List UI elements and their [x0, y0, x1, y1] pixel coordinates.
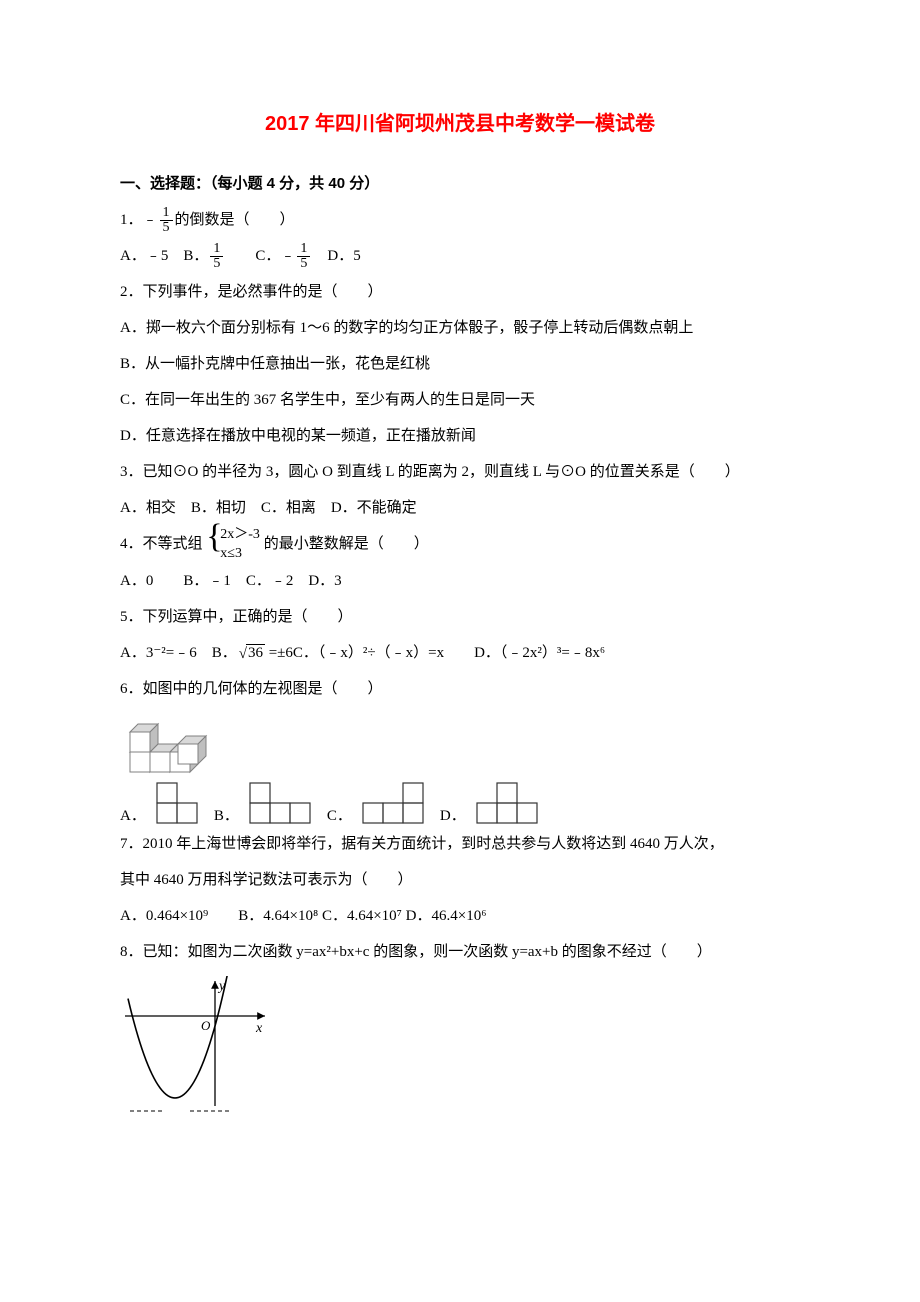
- q1-optC-pre: C．﹣: [225, 248, 295, 264]
- q6-figure-solid: [120, 707, 240, 782]
- q1-fraction: 15: [160, 206, 173, 235]
- question-2-B: B．从一幅扑克牌中任意抽出一张，花色是红桃: [120, 346, 800, 382]
- q5-optA: A．3⁻²=﹣6 B．: [120, 645, 237, 661]
- q6-option-D-shape: [476, 782, 544, 826]
- q6-label-C: C．: [327, 809, 352, 826]
- q1-optC-frac: 15: [297, 242, 310, 271]
- question-7-line2: 其中 4640 万用科学记数法可表示为（ ）: [120, 862, 800, 898]
- question-6-options: A． B． C．: [120, 782, 800, 826]
- question-5-options: A．3⁻²=﹣6 B．36 =±6C．（﹣x）²÷（﹣x）=x D．（﹣2x²）…: [120, 635, 800, 671]
- q6-label-A: A．: [120, 809, 146, 826]
- question-6-stem: 6．如图中的几何体的左视图是（ ）: [120, 671, 800, 707]
- question-2-D: D．任意选择在播放中电视的某一频道，正在播放新闻: [120, 418, 800, 454]
- svg-text:y: y: [217, 979, 226, 994]
- q6-label-B: B．: [214, 809, 239, 826]
- question-1-options: A．﹣5 B．15 C．﹣15 D．5: [120, 238, 800, 274]
- q1-stem-pre: 1．﹣: [120, 212, 158, 228]
- svg-text:O: O: [201, 1018, 211, 1033]
- page-title: 2017 年四川省阿坝州茂县中考数学一模试卷: [120, 100, 800, 148]
- q6-option-B-shape: [249, 782, 317, 826]
- question-8-stem: 8．已知：如图为二次函数 y=ax²+bx+c 的图象，则一次函数 y=ax+b…: [120, 934, 800, 970]
- question-4-options: A．0 B．﹣1 C．﹣2 D．3: [120, 563, 800, 599]
- q4-stem-post: 的最小整数解是（ ）: [264, 536, 429, 552]
- q6-option-A-shape: [156, 782, 204, 826]
- q1-optC-post: D．5: [312, 248, 360, 264]
- q4-brace-system: 2x＞-3 x≤3: [206, 526, 260, 562]
- q4-stem-pre: 4．不等式组: [120, 536, 203, 552]
- q6-option-C-shape: [362, 782, 430, 826]
- question-2-stem: 2．下列事件，是必然事件的是（ ）: [120, 274, 800, 310]
- q5-optB-post: =±6: [265, 645, 293, 661]
- q1-stem-post: 的倒数是（ ）: [175, 212, 295, 228]
- question-8-graph: y x O: [120, 976, 800, 1130]
- q1-optA: A．﹣5 B．: [120, 248, 208, 264]
- question-4: 4．不等式组 2x＞-3 x≤3 的最小整数解是（ ）: [120, 526, 800, 563]
- question-2-C: C．在同一年出生的 367 名学生中，至少有两人的生日是同一天: [120, 382, 800, 418]
- q5-sqrt: 36: [237, 635, 265, 671]
- question-3-stem: 3．已知⊙O 的半径为 3，圆心 O 到直线 L 的距离为 2，则直线 L 与⊙…: [120, 454, 800, 490]
- question-5-stem: 5．下列运算中，正确的是（ ）: [120, 599, 800, 635]
- question-7-line1: 7．2010 年上海世博会即将举行，据有关方面统计，到时总共参与人数将达到 46…: [120, 826, 800, 862]
- q6-label-D: D．: [440, 809, 466, 826]
- section-heading: 一、选择题：（每小题 4 分，共 40 分）: [120, 166, 800, 202]
- question-7-options: A．0.464×10⁹ B．4.64×10⁸ C．4.64×10⁷ D．46.4…: [120, 898, 800, 934]
- q1-optB-frac: 15: [210, 242, 223, 271]
- question-2-A: A．掷一枚六个面分别标有 1～6 的数字的均匀正方体骰子，骰子停上转动后偶数点朝…: [120, 310, 800, 346]
- q5-optC: C．（﹣x）²÷（﹣x）=x D．（﹣2x²）³=﹣8x⁶: [293, 645, 605, 661]
- question-1: 1．﹣15的倒数是（ ）: [120, 202, 800, 238]
- svg-text:x: x: [255, 1021, 263, 1036]
